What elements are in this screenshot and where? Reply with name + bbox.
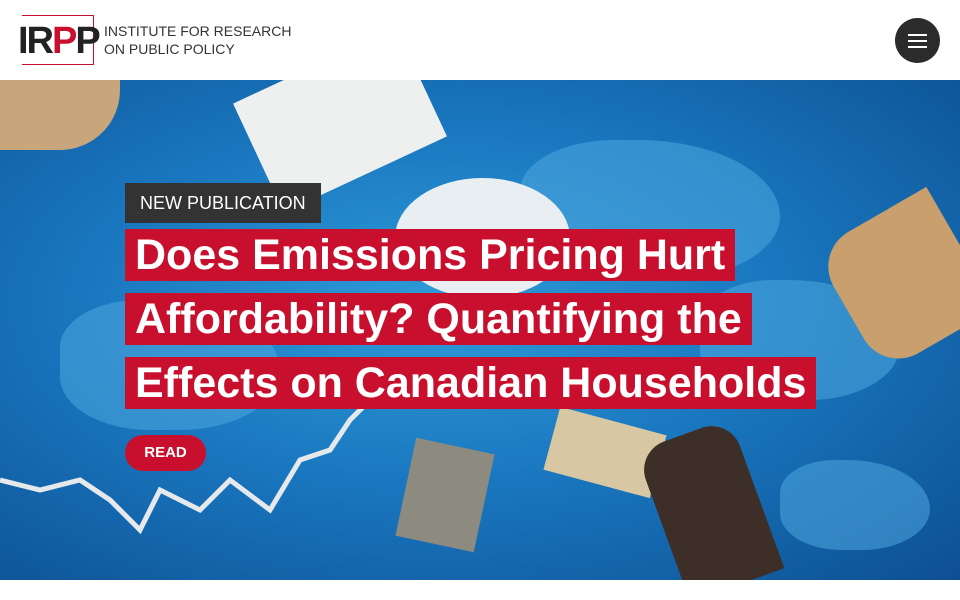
institute-name: INSTITUTE FOR RESEARCH ON PUBLIC POLICY — [104, 22, 291, 58]
site-header: IRPP INSTITUTE FOR RESEARCH ON PUBLIC PO… — [0, 0, 960, 80]
hamburger-icon-bar — [908, 45, 927, 48]
institute-line-1: INSTITUTE FOR RESEARCH — [104, 23, 292, 39]
logo-frame — [22, 15, 94, 65]
publication-title-text[interactable]: Does Emissions Pricing Hurt Affordabilit… — [125, 229, 817, 409]
new-publication-badge: NEW PUBLICATION — [125, 183, 321, 223]
publication-title[interactable]: Does Emissions Pricing Hurt Affordabilit… — [125, 223, 845, 415]
hero-illustration-line-chart — [0, 388, 382, 535]
irpp-logo[interactable]: IRPP — [18, 15, 101, 65]
logo-mark: IRPP — [18, 20, 101, 62]
menu-button[interactable] — [895, 18, 940, 63]
hero-illustration-hand — [0, 80, 120, 150]
hero-illustration-map — [780, 460, 930, 550]
hero-illustration-calculator — [395, 437, 495, 553]
institute-line-2: ON PUBLIC POLICY — [104, 41, 235, 57]
hamburger-icon-bar — [908, 39, 927, 42]
hamburger-icon — [908, 33, 927, 36]
read-button[interactable]: READ — [125, 435, 206, 471]
